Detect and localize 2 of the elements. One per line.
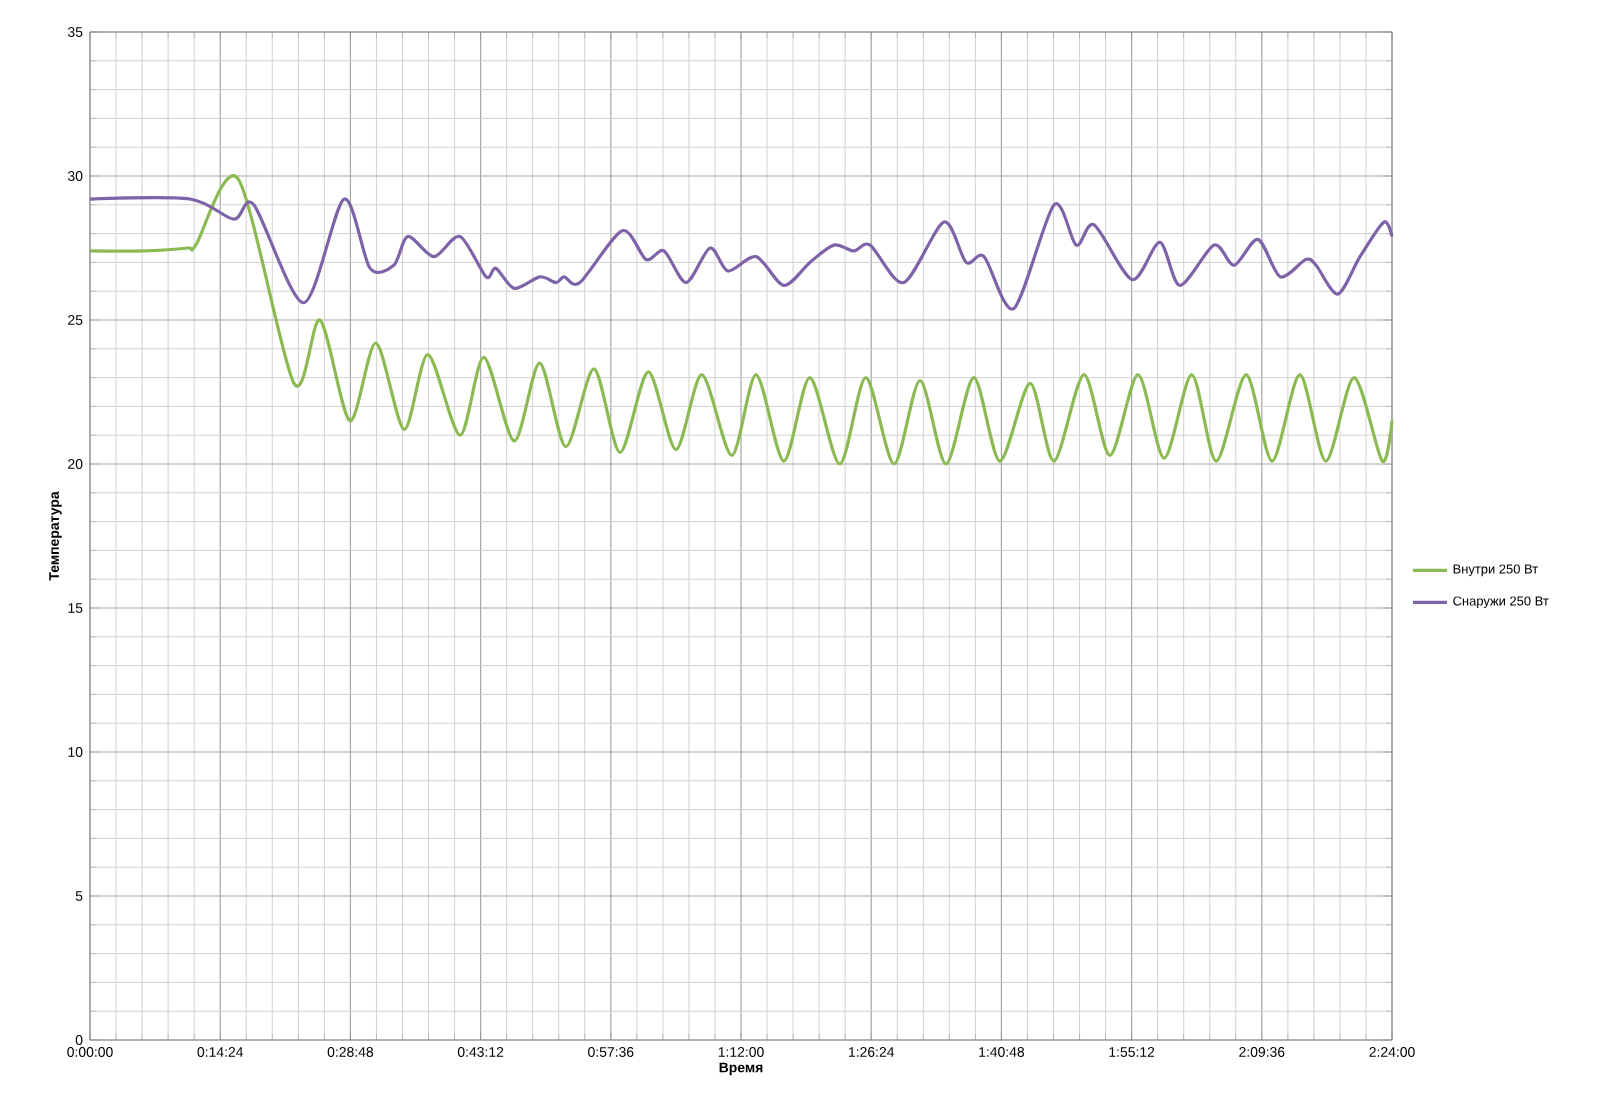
line-series [88, 177, 1394, 466]
line-series [88, 196, 1394, 311]
